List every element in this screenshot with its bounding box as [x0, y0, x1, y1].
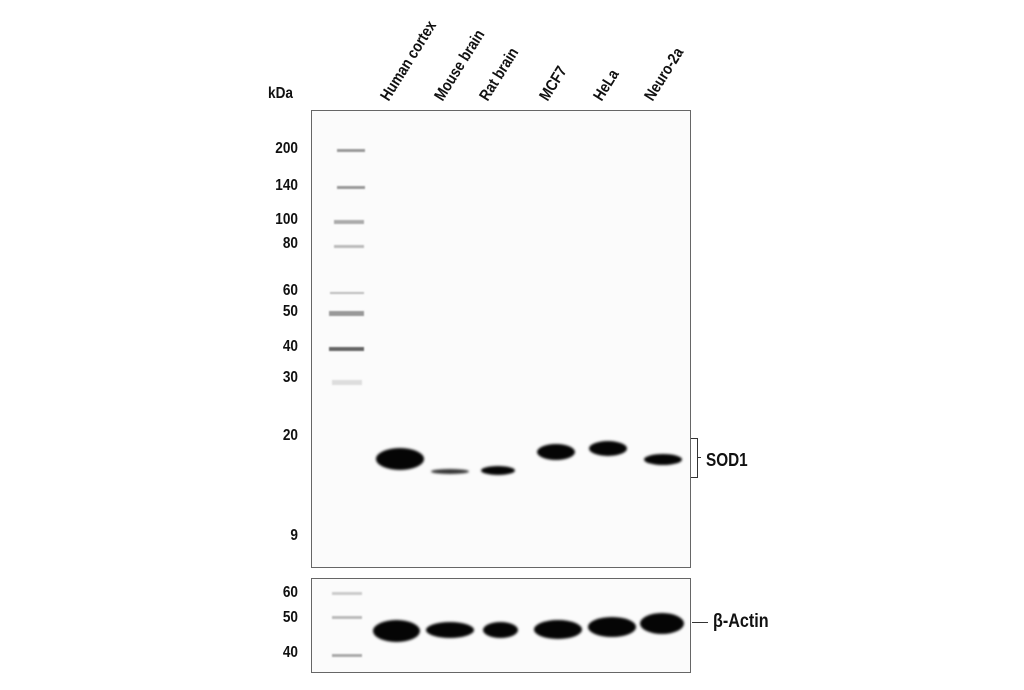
mw-marker-20: 20 — [282, 427, 298, 444]
ladder-band — [332, 654, 362, 657]
ladder-band — [330, 292, 364, 294]
mw-marker-80: 80 — [282, 235, 298, 252]
actin-blot-panel — [311, 578, 691, 673]
actin-band-human-cortex — [373, 620, 420, 642]
lane-label-neuro-2a: Neuro-2a — [641, 44, 688, 104]
sod1-band-rat-brain — [481, 466, 515, 475]
actin-band-mcf7 — [534, 620, 582, 639]
mw-marker-60: 60 — [282, 282, 298, 299]
ladder-band — [334, 245, 364, 248]
ladder-band — [332, 380, 362, 385]
lane-label-rat-brain: Rat brain — [476, 45, 523, 104]
mw-marker-140: 140 — [275, 177, 298, 194]
kda-unit-label: kDa — [268, 85, 293, 102]
sod1-blot-panel — [311, 110, 691, 568]
sod1-band-hela — [589, 441, 627, 456]
actin-mw-marker-50: 50 — [282, 609, 298, 626]
ladder-band — [334, 220, 364, 224]
mw-marker-40: 40 — [282, 338, 298, 355]
sod1-band-neuro-2a — [644, 454, 682, 465]
actin-target-label: β-Actin — [713, 611, 769, 632]
ladder-band — [329, 311, 364, 316]
actin-band-hela — [588, 617, 636, 637]
sod1-band-mouse-brain — [431, 469, 469, 474]
sod1-band-human-cortex — [376, 448, 424, 470]
lane-label-mcf7: MCF7 — [536, 63, 571, 104]
ladder-band — [329, 347, 364, 351]
ladder-band — [332, 592, 362, 595]
ladder-band — [337, 186, 365, 189]
lane-label-human-cortex: Human cortex — [377, 18, 441, 105]
actin-tick — [692, 622, 708, 624]
ladder-band — [332, 616, 362, 619]
mw-marker-200: 200 — [275, 140, 298, 157]
mw-marker-30: 30 — [282, 369, 298, 386]
mw-marker-9: 9 — [290, 527, 298, 544]
ladder-band — [337, 149, 365, 152]
mw-marker-50: 50 — [282, 303, 298, 320]
sod1-bracket-tick — [697, 457, 701, 459]
sod1-band-mcf7 — [537, 444, 575, 460]
actin-mw-marker-40: 40 — [282, 644, 298, 661]
lane-label-hela: HeLa — [590, 66, 623, 104]
actin-mw-marker-60: 60 — [282, 584, 298, 601]
sod1-target-label: SOD1 — [706, 450, 748, 470]
actin-band-mouse-brain — [426, 622, 474, 638]
actin-band-rat-brain — [483, 622, 518, 638]
actin-band-neuro-2a — [640, 613, 684, 634]
mw-marker-100: 100 — [275, 211, 298, 228]
